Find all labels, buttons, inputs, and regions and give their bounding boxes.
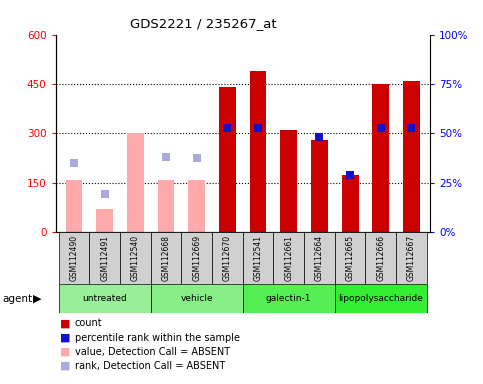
Bar — [212, 232, 243, 284]
Point — [346, 172, 354, 178]
Bar — [58, 284, 151, 313]
Text: ■: ■ — [60, 361, 71, 371]
Bar — [403, 81, 420, 232]
Bar — [366, 232, 396, 284]
Point — [193, 155, 200, 161]
Text: GSM112540: GSM112540 — [131, 235, 140, 281]
Text: GSM112490: GSM112490 — [70, 235, 78, 281]
Bar — [341, 175, 358, 232]
Text: value, Detection Call = ABSENT: value, Detection Call = ABSENT — [75, 347, 230, 357]
Bar — [120, 232, 151, 284]
Bar — [219, 87, 236, 232]
Bar — [372, 84, 389, 232]
Text: count: count — [75, 318, 102, 328]
Bar — [250, 71, 267, 232]
Point — [162, 154, 170, 160]
Bar — [304, 232, 335, 284]
Text: untreated: untreated — [82, 294, 127, 303]
Text: galectin-1: galectin-1 — [266, 294, 312, 303]
Bar — [151, 232, 181, 284]
Text: vehicle: vehicle — [180, 294, 213, 303]
Text: GSM112541: GSM112541 — [254, 235, 263, 281]
Bar — [280, 130, 297, 232]
Bar — [396, 232, 427, 284]
Text: GDS2221 / 235267_at: GDS2221 / 235267_at — [129, 17, 276, 30]
Bar — [243, 284, 335, 313]
Text: ■: ■ — [60, 318, 71, 328]
Bar — [89, 232, 120, 284]
Bar — [127, 134, 144, 232]
Text: GSM112667: GSM112667 — [407, 235, 416, 281]
Text: GSM112664: GSM112664 — [315, 235, 324, 281]
Text: GSM112668: GSM112668 — [161, 235, 170, 281]
Text: percentile rank within the sample: percentile rank within the sample — [75, 333, 240, 343]
Text: lipopolysaccharide: lipopolysaccharide — [338, 294, 423, 303]
Point — [408, 126, 415, 132]
Point — [315, 134, 323, 140]
Bar — [66, 180, 83, 232]
Text: agent: agent — [2, 294, 32, 304]
Bar — [311, 140, 328, 232]
Bar — [58, 232, 89, 284]
Point — [224, 126, 231, 132]
Point — [377, 126, 384, 132]
Text: GSM112669: GSM112669 — [192, 235, 201, 281]
Bar — [243, 232, 273, 284]
Point — [70, 160, 78, 166]
Bar — [181, 232, 212, 284]
Bar — [188, 180, 205, 232]
Bar — [273, 232, 304, 284]
Text: GSM112665: GSM112665 — [346, 235, 355, 281]
Text: GSM112670: GSM112670 — [223, 235, 232, 281]
Bar — [157, 180, 174, 232]
Text: GSM112666: GSM112666 — [376, 235, 385, 281]
Bar — [335, 232, 366, 284]
Text: ■: ■ — [60, 333, 71, 343]
Text: rank, Detection Call = ABSENT: rank, Detection Call = ABSENT — [75, 361, 225, 371]
Point — [101, 191, 109, 197]
Point — [254, 126, 262, 132]
Bar — [335, 284, 427, 313]
Text: ▶: ▶ — [33, 294, 42, 304]
Text: GSM112491: GSM112491 — [100, 235, 109, 281]
Text: GSM112661: GSM112661 — [284, 235, 293, 281]
Text: ■: ■ — [60, 347, 71, 357]
Bar — [96, 209, 113, 232]
Bar — [151, 284, 243, 313]
